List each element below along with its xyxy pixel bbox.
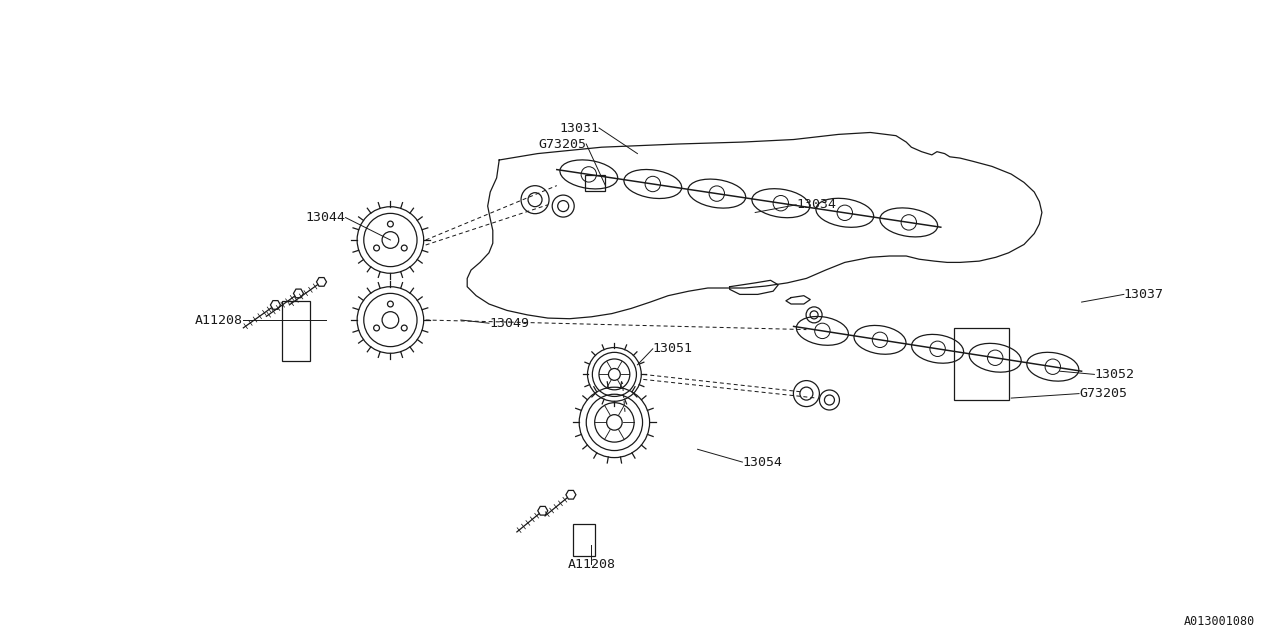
Text: 13037: 13037 [1124, 288, 1164, 301]
Text: 13052: 13052 [1094, 368, 1134, 381]
Text: A013001080: A013001080 [1184, 615, 1254, 628]
Text: 13049: 13049 [489, 317, 529, 330]
Text: G73205: G73205 [539, 138, 586, 150]
Text: G73205: G73205 [1079, 387, 1128, 400]
Text: A11208: A11208 [567, 558, 616, 571]
Text: A11208: A11208 [195, 314, 243, 326]
Text: 13054: 13054 [742, 456, 782, 468]
Text: 13031: 13031 [559, 122, 599, 134]
Text: 13034: 13034 [796, 198, 836, 211]
Text: 13044: 13044 [306, 211, 346, 224]
Text: 13051: 13051 [653, 342, 692, 355]
